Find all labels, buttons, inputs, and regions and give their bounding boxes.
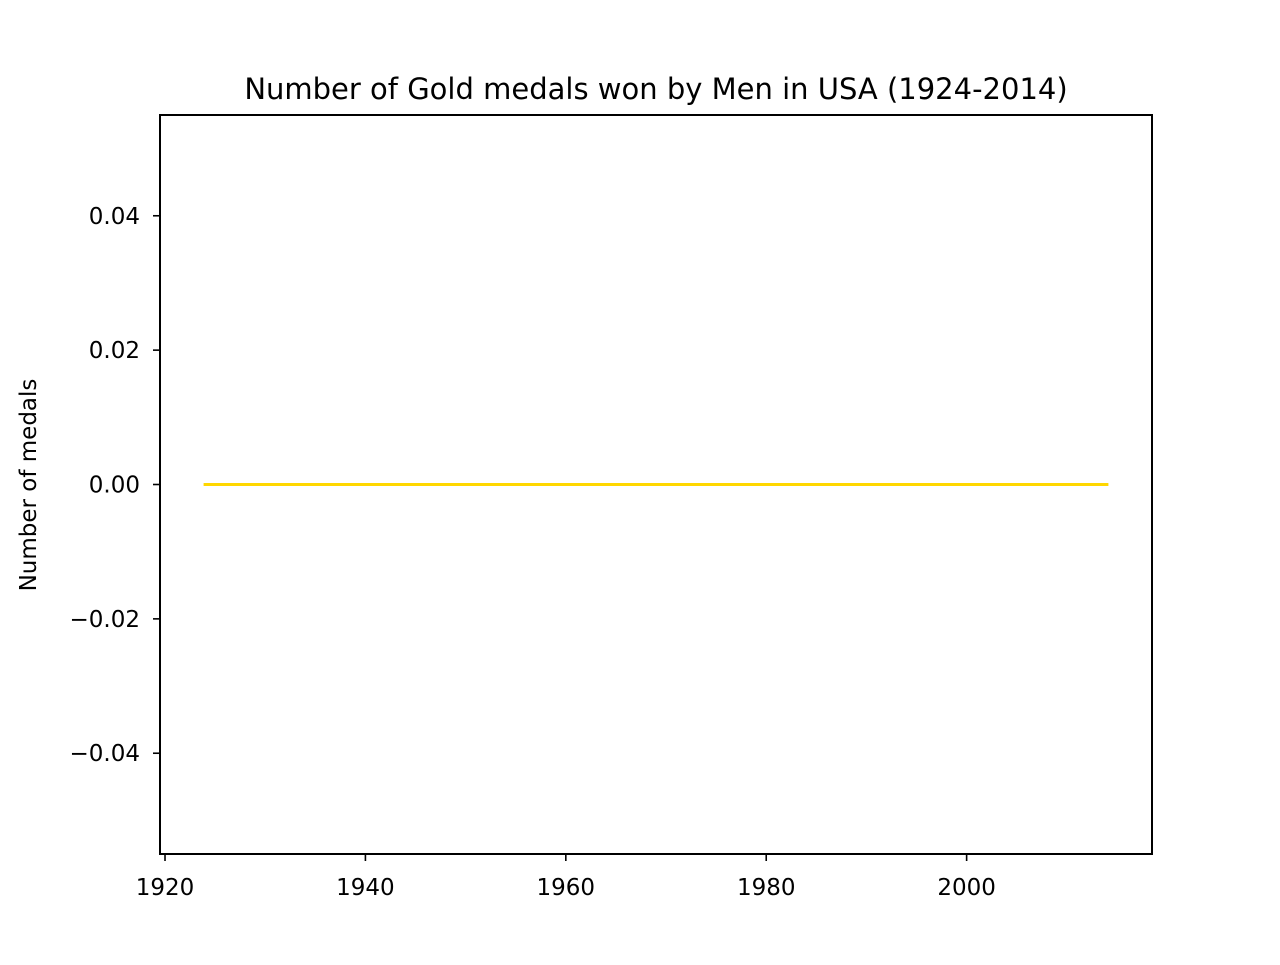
axes-layer: 1920 1940 1960 1980 2000 0.04 0.02 0.00 −0.02 −0.… [70, 114, 1153, 901]
x-tick-label: 1920 [136, 875, 195, 901]
chart-title: Number of Gold medals won by Men in USA … [244, 72, 1067, 106]
x-tick-label: 1980 [737, 875, 796, 901]
y-axis-label: Number of medals [16, 379, 42, 592]
y-tick-label: −0.04 [70, 741, 140, 767]
y-tick-label: 0.00 [89, 473, 140, 499]
x-tick-label: 2000 [937, 875, 996, 901]
y-tick-label: −0.02 [70, 607, 140, 633]
y-tick-label: 0.02 [89, 338, 140, 364]
y-tick-label: 0.04 [89, 204, 140, 230]
x-tick-label: 1960 [537, 875, 596, 901]
x-tick-label: 1940 [336, 875, 395, 901]
